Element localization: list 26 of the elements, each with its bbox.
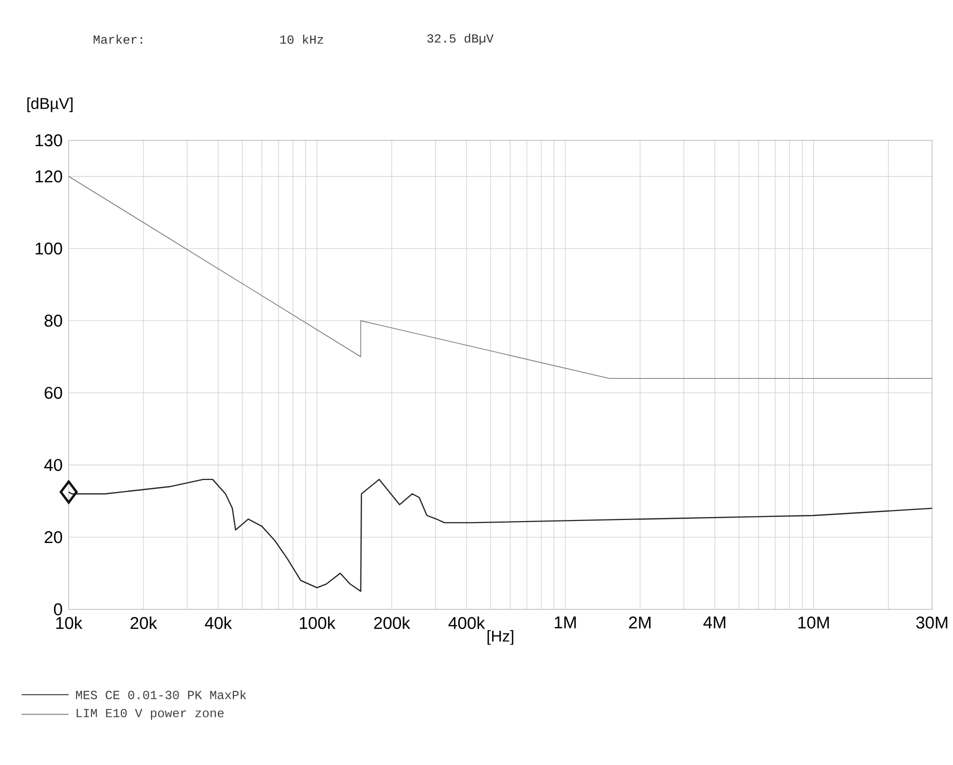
x-tick-label: 200k <box>374 616 410 629</box>
y-tick-label: 80 <box>44 314 62 327</box>
y-tick-label: 0 <box>54 603 62 616</box>
y-tick-label: 100 <box>36 242 62 254</box>
text: Marker: <box>94 34 142 44</box>
y-tick-label: 20 <box>44 530 62 544</box>
legend-label: MES CE 0.01-30 PK MaxPk <box>76 690 246 700</box>
x-tick-label: 100k <box>300 616 336 629</box>
text: 10 kHz <box>280 34 324 44</box>
legend-label: LIM E10 V power zone <box>76 708 224 720</box>
x-tick-label: 10k <box>56 616 82 629</box>
x-tick-label: 1M <box>554 616 576 628</box>
y-tick-label: 60 <box>44 386 62 399</box>
x-tick-label: 20k <box>130 616 158 629</box>
x-tick-label: 2M <box>629 616 650 628</box>
y-tick-label: 120 <box>36 170 62 182</box>
x-tick-label: 400k <box>448 616 485 629</box>
text: 32.5 dBµV <box>427 33 494 45</box>
y-tick-label: 130 <box>36 134 62 146</box>
x-tick-label: 10M <box>798 616 829 628</box>
x-tick-label: 40k <box>204 616 232 629</box>
x-tick-label: 30M <box>916 616 948 628</box>
x-tick-label: 4M <box>703 616 726 628</box>
y-tick-label: 40 <box>44 458 62 471</box>
x-axis-title: [Hz] <box>488 630 514 645</box>
y-axis-title: [dBµV] <box>27 97 73 112</box>
